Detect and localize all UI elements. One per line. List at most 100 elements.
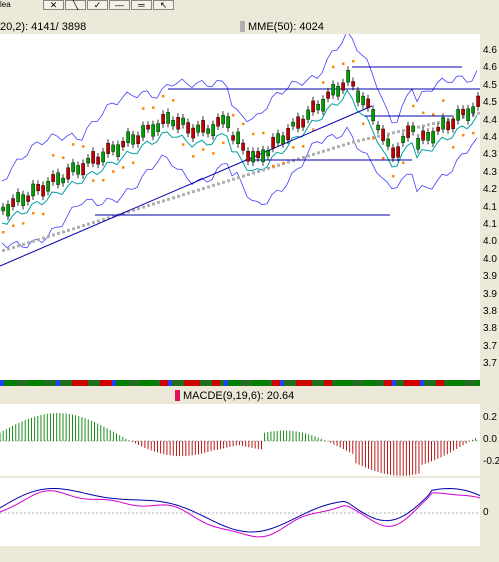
candle-body	[91, 151, 95, 164]
sar-dot	[432, 113, 435, 116]
signal-cell	[184, 380, 188, 386]
candle-body	[261, 149, 265, 162]
mme-dot	[97, 219, 100, 223]
signal-cell	[256, 380, 260, 386]
candle-body	[321, 99, 325, 112]
price-tick-12: 4.0	[483, 253, 497, 265]
candle-body	[256, 151, 260, 159]
signal-cell	[112, 380, 116, 386]
candle-body	[416, 137, 420, 150]
candle-body	[251, 151, 255, 163]
signal-cell	[8, 380, 12, 386]
mme-dot	[177, 194, 180, 198]
price-tick-13: 3.9	[483, 271, 497, 283]
price-chart-svg	[0, 34, 480, 267]
sar-dot	[302, 145, 305, 148]
signal-cell	[344, 380, 348, 386]
candle-body	[381, 128, 385, 142]
mme-dot	[147, 204, 150, 208]
mme-dot	[182, 193, 185, 197]
mme-dot	[342, 143, 345, 147]
signal-cell	[308, 380, 312, 386]
sar-dot	[282, 161, 285, 165]
oscillator-pane[interactable]	[0, 478, 480, 546]
sar-dot	[362, 122, 365, 125]
oscillator-line-2	[0, 490, 480, 538]
mme-dot	[42, 236, 45, 240]
check-button[interactable]: ✓	[87, 0, 108, 10]
candle-body	[341, 82, 345, 91]
sar-dot	[472, 131, 475, 135]
candle-body	[436, 126, 440, 132]
sar-dot	[372, 137, 375, 140]
signal-cell	[292, 380, 296, 386]
mme-dot	[57, 231, 60, 235]
candle-body	[356, 90, 360, 103]
cross-button[interactable]: ✕	[43, 0, 64, 10]
candle-body	[326, 91, 330, 99]
signal-cell	[24, 380, 28, 386]
mme-dot	[327, 148, 330, 152]
arrow-tool-button[interactable]: ↖	[153, 0, 174, 10]
signal-cell	[264, 380, 268, 386]
candle-body	[131, 134, 135, 145]
mme-dot	[277, 163, 280, 167]
candle-body	[351, 81, 355, 87]
mme-legend-text: MME(50): 4024	[248, 21, 324, 33]
mme-dot	[102, 218, 105, 221]
candlesticks	[1, 66, 480, 221]
signal-cell	[300, 380, 304, 386]
candle-body	[221, 114, 225, 125]
mme-dot	[337, 145, 340, 149]
oscillator-line-1	[0, 488, 480, 533]
signal-cell	[224, 380, 228, 386]
line-tool-button[interactable]: ╲	[65, 0, 86, 10]
sar-dot	[172, 99, 175, 102]
candle-body	[6, 204, 10, 217]
sar-dot	[322, 81, 325, 84]
signal-cell	[76, 380, 80, 386]
candle-body	[41, 185, 45, 197]
bollinger-upper-band	[1, 34, 478, 182]
mme-dot	[12, 245, 15, 249]
signal-cell	[420, 380, 424, 386]
signal-cell	[296, 380, 300, 386]
price-tick-2: 4.5	[483, 79, 497, 91]
sar-dot	[412, 104, 415, 108]
signal-cell	[228, 380, 232, 386]
price-chart-pane[interactable]	[0, 34, 480, 380]
toolbar: lea ✕ ╲ ✓ — ═ ↖	[0, 0, 499, 18]
ema-mid-line	[1, 89, 478, 225]
parabolic-sar-dots	[2, 59, 475, 234]
signal-cell	[400, 380, 404, 386]
sar-dot	[442, 99, 445, 102]
signal-cell	[156, 380, 160, 386]
signal-cell	[208, 380, 212, 386]
macd-pane[interactable]	[0, 404, 480, 476]
candle-body	[231, 135, 235, 141]
candle-body	[76, 165, 80, 175]
bollinger-upper-line	[1, 34, 478, 182]
mme-dot	[287, 160, 290, 164]
signal-cell	[392, 380, 396, 386]
macd-tick-0: 0.2	[483, 412, 497, 423]
mme-dot	[92, 221, 95, 225]
signal-cell	[332, 380, 336, 386]
candle-body	[441, 117, 445, 130]
signal-cell	[28, 380, 32, 386]
signal-cell	[88, 380, 92, 386]
equal-button[interactable]: ═	[131, 0, 152, 10]
sar-dot	[232, 113, 235, 117]
candle-body	[81, 163, 85, 176]
mme-legend: MME(50): 4024	[240, 20, 324, 34]
hline-button[interactable]: —	[109, 0, 130, 10]
candle-body	[111, 144, 115, 152]
candle-body	[396, 146, 400, 158]
candle-body	[331, 84, 335, 96]
price-tick-11: 4.0	[483, 236, 497, 248]
mme-dot	[87, 222, 90, 226]
candle-body	[451, 119, 455, 129]
mme-dot	[317, 151, 320, 155]
signal-cell	[240, 380, 244, 386]
oscillator-axis	[480, 478, 499, 546]
